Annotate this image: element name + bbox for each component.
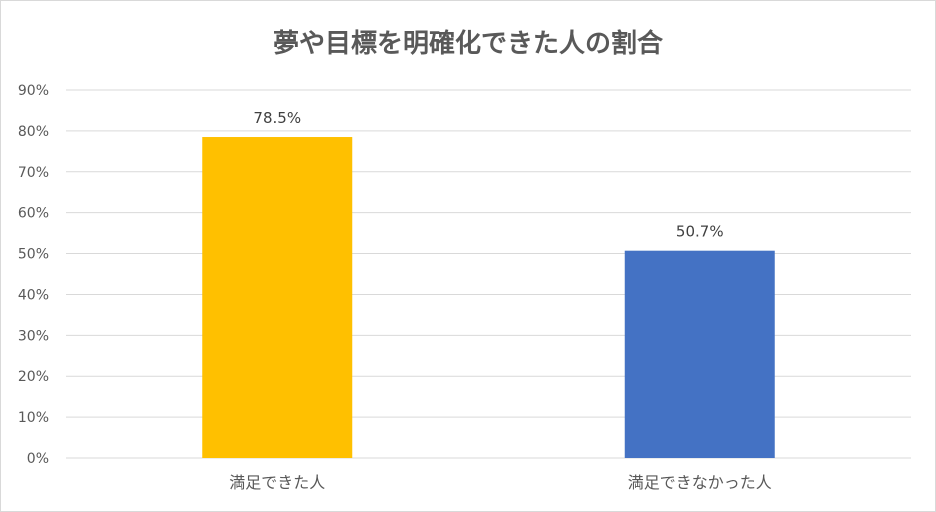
data-label: 50.7% [676, 223, 724, 241]
y-tick-label: 60% [18, 206, 49, 222]
data-label: 78.5% [253, 109, 301, 127]
bar [624, 250, 775, 458]
y-tick-label: 0% [27, 451, 49, 467]
y-tick-label: 50% [18, 247, 49, 263]
y-tick-label: 20% [18, 369, 49, 385]
bar [202, 137, 353, 458]
y-tick-label: 30% [18, 328, 49, 344]
chart-title: 夢や目標を明確化できた人の割合 [272, 29, 663, 59]
y-tick-label: 80% [18, 124, 49, 140]
y-tick-label: 40% [18, 287, 49, 303]
y-tick-label: 70% [18, 165, 49, 181]
y-tick-label: 90% [18, 83, 49, 99]
category-label: 満足できなかった人 [628, 473, 772, 492]
category-label: 満足できた人 [229, 473, 325, 492]
y-tick-label: 10% [18, 410, 49, 426]
